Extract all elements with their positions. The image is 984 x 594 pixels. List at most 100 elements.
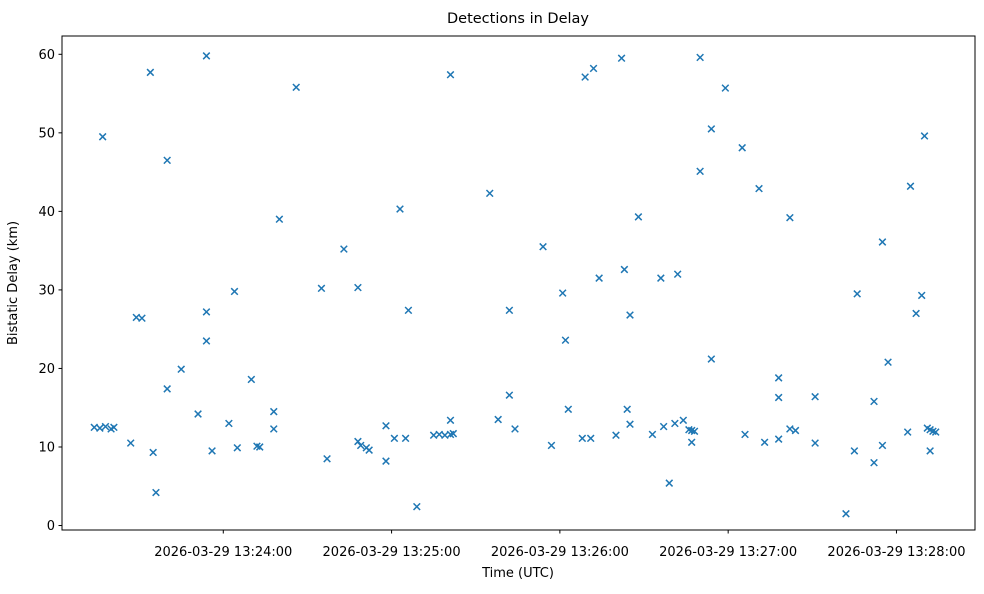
data-point-marker	[494, 415, 502, 424]
data-point-marker	[755, 184, 763, 193]
data-point-marker	[595, 274, 603, 282]
data-point-marker	[269, 407, 278, 416]
data-point-marker	[884, 358, 892, 367]
data-point-marker	[707, 355, 716, 363]
y-tick-label: 20	[38, 362, 55, 377]
data-point-marker	[163, 385, 172, 393]
data-point-marker	[354, 283, 362, 292]
data-point-marker	[390, 434, 399, 443]
data-point-marker	[912, 309, 920, 318]
data-point-marker	[396, 205, 404, 213]
data-point-marker	[623, 405, 632, 414]
data-point-marker	[365, 446, 373, 454]
y-tick-label: 60	[38, 48, 55, 63]
data-point-marker	[811, 392, 819, 401]
data-point-marker	[505, 391, 514, 399]
axes-frame	[61, 35, 976, 531]
data-point-marker	[323, 454, 331, 463]
data-point-marker	[774, 435, 783, 443]
data-point-marker	[163, 156, 172, 165]
data-point-marker	[382, 421, 390, 430]
data-point-marker	[696, 167, 704, 176]
x-tick-label: 2026-03-29 13:27:00	[659, 545, 797, 560]
data-point-marker	[152, 488, 160, 497]
data-point-marker	[485, 189, 494, 198]
data-point-marker	[558, 289, 567, 297]
data-point-marker	[354, 437, 362, 446]
data-point-marker	[926, 447, 934, 455]
data-point-marker	[786, 425, 794, 433]
y-tick-label: 40	[38, 205, 55, 220]
data-point-marker	[659, 422, 668, 431]
data-point-marker	[620, 265, 629, 274]
data-point-marker	[138, 314, 146, 323]
data-point-marker	[255, 443, 264, 451]
data-point-marker	[247, 375, 256, 384]
data-point-marker	[774, 393, 783, 402]
y-axis-label: Bistatic Delay (km)	[6, 221, 21, 345]
data-point-marker	[177, 365, 186, 374]
data-point-marker	[505, 306, 514, 315]
data-point-marker	[202, 337, 211, 345]
data-point-marker	[850, 447, 859, 455]
data-point-marker	[101, 422, 110, 431]
data-point-marker	[194, 410, 202, 418]
data-point-marker	[760, 438, 769, 447]
data-point-marker	[96, 424, 104, 432]
data-point-marker	[547, 441, 556, 450]
data-point-marker	[741, 430, 749, 439]
data-point-marker	[230, 287, 239, 296]
data-point-marker	[878, 441, 887, 450]
data-point-marker	[786, 213, 794, 222]
data-point-marker	[126, 439, 135, 447]
x-axis-label: Time (UTC)	[481, 566, 554, 581]
data-point-marker	[149, 448, 157, 457]
data-point-marker	[617, 54, 626, 63]
data-point-marker	[738, 143, 747, 152]
data-point-marker	[870, 458, 878, 467]
data-point-marker	[317, 284, 326, 293]
data-point-marker	[208, 447, 216, 455]
data-point-marker	[446, 70, 455, 79]
data-point-marker	[917, 291, 926, 300]
data-point-marker	[146, 68, 155, 77]
data-point-marker	[340, 245, 348, 253]
y-tick-label: 10	[38, 440, 55, 455]
chart-title: Detections in Delay	[447, 11, 589, 27]
y-tick-label: 30	[38, 283, 55, 298]
data-point-marker	[791, 426, 800, 435]
data-point-marker	[511, 425, 519, 433]
data-point-marker	[382, 457, 390, 465]
y-tick-label: 50	[38, 126, 55, 141]
data-point-marker	[275, 215, 284, 224]
data-point-marker	[811, 439, 819, 447]
x-tick-label: 2026-03-29 13:26:00	[491, 545, 629, 560]
data-point-marker	[581, 73, 589, 81]
data-point-marker	[679, 416, 688, 425]
data-point-marker	[612, 431, 620, 440]
data-point-marker	[561, 336, 570, 345]
data-point-marker	[578, 434, 587, 443]
data-point-marker	[98, 132, 107, 141]
data-point-marker	[690, 427, 699, 436]
data-point-marker	[673, 270, 682, 279]
data-point-marker	[449, 429, 458, 438]
data-point-marker	[707, 125, 716, 133]
data-point-marker	[870, 397, 878, 406]
data-point-marker	[634, 213, 643, 221]
data-point-marker	[906, 182, 915, 191]
data-point-marker	[920, 132, 929, 140]
data-point-marker	[225, 419, 233, 428]
data-point-marker	[446, 416, 455, 425]
data-point-marker	[665, 479, 674, 487]
data-point-marker	[292, 83, 301, 92]
data-point-marker	[903, 428, 912, 436]
x-tick-label: 2026-03-29 13:25:00	[323, 545, 461, 560]
data-point-marker	[696, 53, 704, 62]
data-point-marker	[671, 419, 679, 428]
data-point-marker	[931, 428, 940, 436]
data-point-marker	[202, 308, 211, 316]
